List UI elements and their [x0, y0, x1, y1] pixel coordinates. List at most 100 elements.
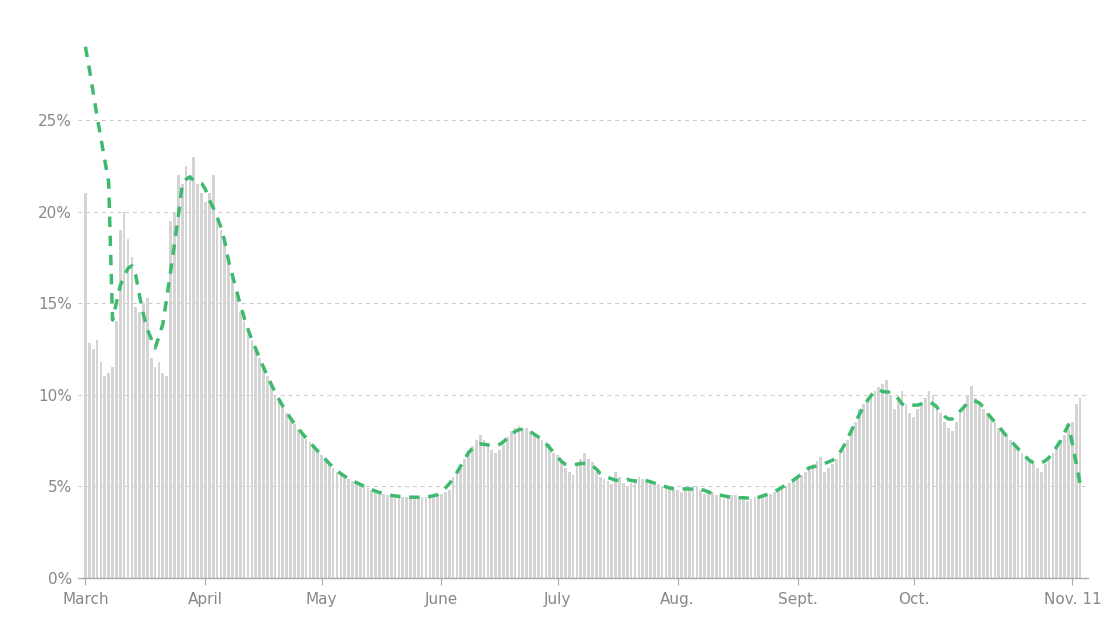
Bar — [176, 175, 180, 578]
Bar — [1048, 459, 1050, 578]
Bar — [777, 490, 779, 578]
Bar — [410, 497, 412, 578]
Bar — [816, 460, 818, 578]
Bar — [1040, 472, 1042, 578]
Bar — [796, 477, 799, 578]
Bar — [1059, 440, 1062, 578]
Bar — [951, 431, 953, 578]
Bar — [142, 303, 144, 578]
Bar — [486, 446, 490, 578]
Bar — [955, 422, 958, 578]
Bar — [425, 497, 427, 578]
Bar — [719, 497, 722, 578]
Bar — [986, 413, 989, 578]
Bar — [1063, 435, 1066, 578]
Bar — [251, 340, 253, 578]
Bar — [889, 395, 891, 578]
Bar — [147, 298, 149, 578]
Bar — [533, 433, 536, 578]
Bar — [874, 391, 876, 578]
Bar — [1074, 404, 1078, 578]
Bar — [769, 494, 771, 578]
Bar — [455, 472, 458, 578]
Bar — [959, 413, 961, 578]
Bar — [900, 391, 904, 578]
Bar — [993, 422, 997, 578]
Bar — [413, 497, 416, 578]
Bar — [297, 429, 300, 578]
Bar — [131, 257, 133, 578]
Bar — [108, 373, 110, 578]
Bar — [483, 440, 485, 578]
Bar — [892, 410, 896, 578]
Bar — [304, 438, 307, 578]
Bar — [684, 490, 687, 578]
Bar — [723, 499, 725, 578]
Bar — [939, 413, 942, 578]
Bar — [220, 230, 222, 578]
Bar — [405, 497, 408, 578]
Bar — [332, 468, 334, 578]
Bar — [467, 449, 470, 578]
Bar — [765, 496, 768, 578]
Bar — [975, 398, 977, 578]
Bar — [831, 464, 834, 578]
Bar — [626, 486, 628, 578]
Bar — [293, 424, 295, 578]
Bar — [262, 367, 265, 578]
Bar — [478, 435, 482, 578]
Bar — [568, 472, 571, 578]
Bar — [509, 431, 513, 578]
Bar — [660, 486, 664, 578]
Bar — [165, 376, 168, 578]
Bar — [444, 492, 446, 578]
Bar — [1032, 464, 1035, 578]
Bar — [545, 444, 547, 578]
Bar — [749, 499, 753, 578]
Bar — [363, 486, 365, 578]
Bar — [970, 385, 973, 578]
Bar — [773, 492, 776, 578]
Bar — [1067, 428, 1070, 578]
Bar — [897, 398, 899, 578]
Bar — [235, 294, 238, 578]
Bar — [668, 488, 672, 578]
Bar — [181, 184, 183, 578]
Bar — [556, 455, 559, 578]
Bar — [231, 275, 234, 578]
Bar — [522, 428, 524, 578]
Bar — [649, 483, 652, 578]
Bar — [379, 494, 381, 578]
Bar — [436, 496, 438, 578]
Bar — [282, 408, 284, 578]
Bar — [603, 479, 605, 578]
Bar — [417, 497, 420, 578]
Bar — [761, 497, 764, 578]
Bar — [754, 497, 756, 578]
Bar — [270, 385, 273, 578]
Bar — [657, 485, 659, 578]
Bar — [741, 499, 745, 578]
Bar — [320, 455, 323, 578]
Bar — [158, 361, 160, 578]
Bar — [301, 435, 303, 578]
Bar — [290, 419, 292, 578]
Bar — [463, 459, 466, 578]
Bar — [730, 496, 733, 578]
Bar — [239, 312, 242, 578]
Bar — [200, 193, 203, 578]
Bar — [169, 221, 172, 578]
Bar — [421, 497, 424, 578]
Bar — [931, 395, 935, 578]
Bar — [316, 449, 319, 578]
Bar — [1028, 460, 1031, 578]
Bar — [371, 490, 373, 578]
Bar — [673, 490, 675, 578]
Bar — [727, 497, 729, 578]
Bar — [827, 468, 830, 578]
Bar — [386, 496, 388, 578]
Bar — [553, 453, 555, 578]
Bar — [850, 431, 854, 578]
Bar — [855, 422, 857, 578]
Bar — [196, 184, 199, 578]
